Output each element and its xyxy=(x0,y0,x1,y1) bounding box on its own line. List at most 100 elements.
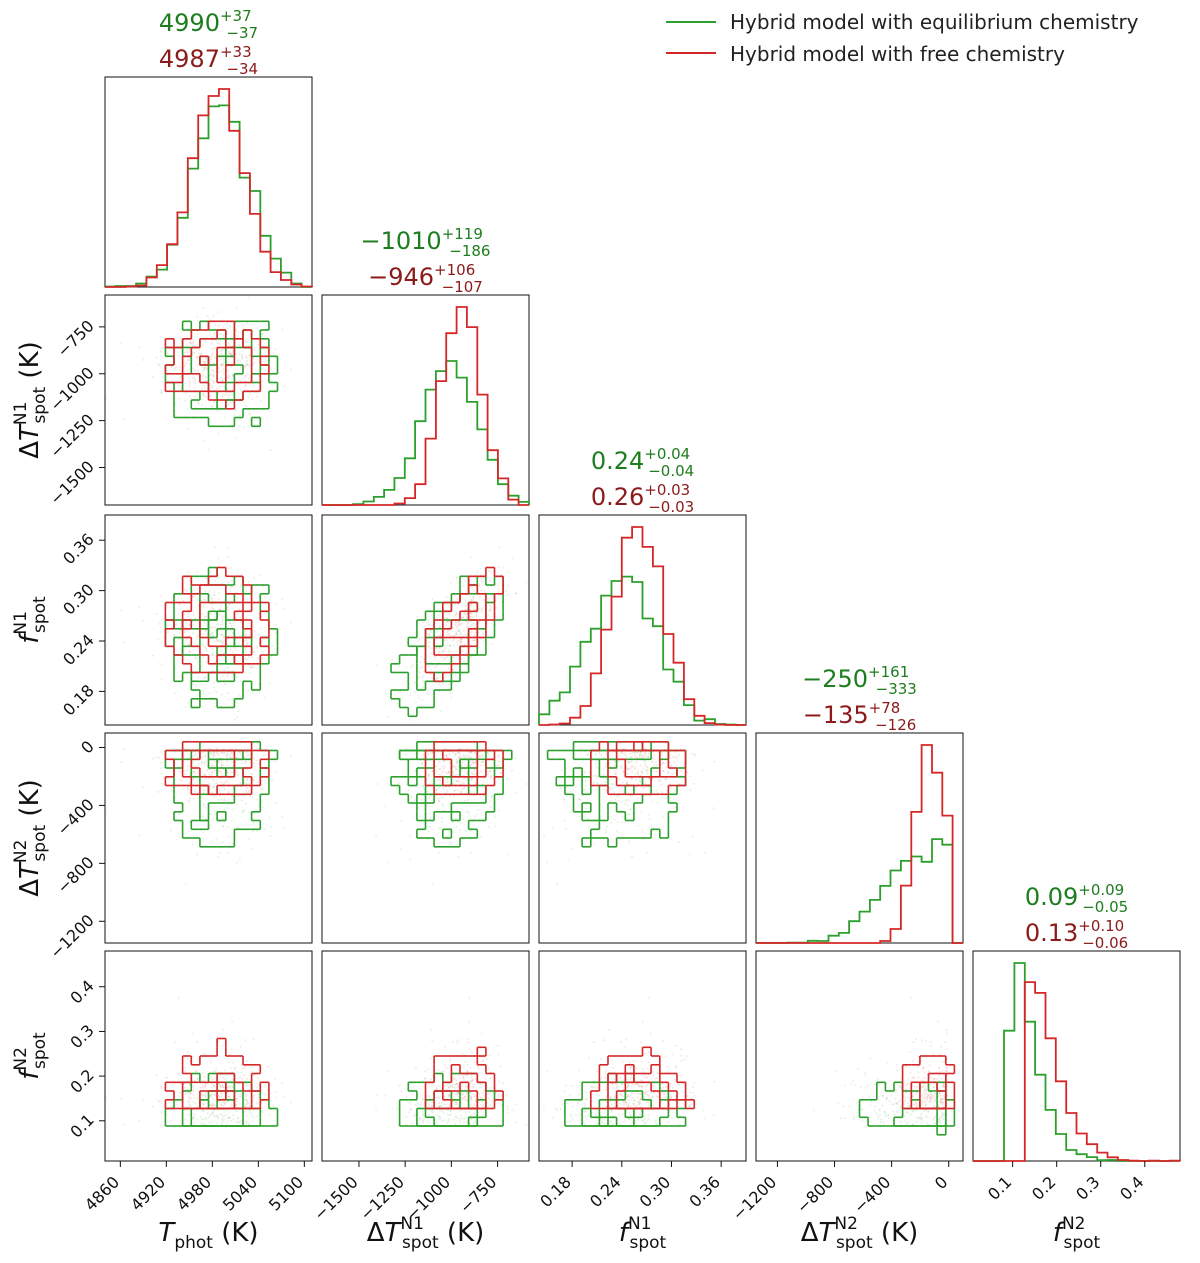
sample-point xyxy=(441,816,444,819)
sample-point xyxy=(270,367,272,370)
sample-point xyxy=(407,1111,410,1114)
sample-point xyxy=(431,618,434,621)
sample-point xyxy=(419,661,422,664)
sample-point xyxy=(225,392,228,394)
sample-point xyxy=(220,649,223,652)
sample-point xyxy=(231,771,234,773)
sample-point xyxy=(200,763,203,766)
sample-point xyxy=(459,821,462,824)
sample-point xyxy=(479,1086,482,1088)
sample-point xyxy=(414,798,417,801)
sample-point xyxy=(422,658,425,660)
sample-point xyxy=(209,784,212,786)
sample-point xyxy=(201,612,203,615)
sample-point xyxy=(200,1122,203,1125)
sample-point xyxy=(192,632,195,635)
sample-point xyxy=(448,648,450,651)
sample-point xyxy=(251,398,254,401)
sample-point xyxy=(474,773,477,776)
sample-point xyxy=(440,1120,443,1123)
sample-point xyxy=(248,1121,251,1124)
sample-point xyxy=(220,1123,223,1126)
sample-point xyxy=(226,322,229,325)
sample-point xyxy=(417,1117,420,1120)
sample-point xyxy=(160,1124,163,1127)
sample-point xyxy=(640,811,643,814)
sample-point xyxy=(169,829,172,832)
sample-point xyxy=(152,654,154,657)
sample-point xyxy=(281,816,284,819)
sample-point xyxy=(448,1114,451,1117)
sample-point xyxy=(227,698,230,701)
sample-point xyxy=(192,1116,195,1119)
sample-point xyxy=(454,621,457,624)
sample-point xyxy=(246,754,249,757)
sample-point xyxy=(244,651,247,654)
sample-point xyxy=(194,684,197,687)
sample-point xyxy=(449,841,452,844)
sample-point xyxy=(187,570,190,573)
sample-point xyxy=(647,752,650,755)
sample-point xyxy=(193,772,196,775)
sample-point xyxy=(202,644,205,647)
sample-point xyxy=(160,767,163,770)
sample-point xyxy=(259,628,262,630)
sample-point xyxy=(227,826,230,828)
sample-point xyxy=(421,666,424,669)
sample-point xyxy=(253,1096,255,1099)
sample-point xyxy=(201,760,204,763)
sample-point xyxy=(439,634,442,637)
sample-point xyxy=(253,348,255,351)
sample-point xyxy=(639,764,642,767)
sample-point xyxy=(240,365,242,368)
sample-point xyxy=(420,1101,423,1104)
sample-point xyxy=(473,626,476,629)
sample-point xyxy=(222,817,225,820)
sample-point xyxy=(449,692,452,695)
sample-point xyxy=(626,772,629,775)
sample-point xyxy=(605,752,607,755)
sample-point xyxy=(458,620,461,623)
sample-point xyxy=(228,634,230,637)
sample-point xyxy=(244,773,247,776)
sample-point xyxy=(274,623,277,626)
sample-point xyxy=(202,392,205,395)
sample-point xyxy=(249,671,251,674)
sample-point xyxy=(470,763,473,766)
sample-point xyxy=(239,379,242,382)
sample-point xyxy=(405,641,408,644)
sample-point xyxy=(183,773,186,776)
sample-point xyxy=(655,764,658,767)
sample-point xyxy=(232,808,234,811)
sample-point xyxy=(178,1095,181,1098)
sample-point xyxy=(200,352,203,355)
diag-panel-fn2: 0.09+0.09 −0.050.13+0.10 −0.06 xyxy=(972,881,1181,1162)
sample-point xyxy=(427,665,430,668)
sample-point xyxy=(271,644,274,647)
sample-point xyxy=(454,674,457,677)
sample-point xyxy=(239,1076,242,1079)
sample-point xyxy=(201,387,204,390)
sample-point xyxy=(670,764,673,767)
sample-point xyxy=(248,1104,251,1107)
sample-point xyxy=(187,768,189,771)
sample-point xyxy=(611,787,614,790)
sample-point xyxy=(211,387,214,389)
sample-point xyxy=(257,633,260,636)
sample-point xyxy=(240,584,243,587)
sample-point xyxy=(474,815,476,818)
sample-point xyxy=(142,619,145,622)
sample-point xyxy=(243,639,246,642)
sample-point xyxy=(253,576,255,579)
sample-point xyxy=(487,772,490,775)
sample-point xyxy=(203,598,206,601)
sample-point xyxy=(482,639,485,642)
sample-point xyxy=(211,335,214,338)
sample-point xyxy=(215,409,218,412)
sample-point xyxy=(460,640,463,643)
sample-point xyxy=(465,830,468,833)
sample-point xyxy=(644,782,646,785)
sample-point xyxy=(427,618,430,621)
sample-point xyxy=(235,715,238,718)
hist-free-dtn2 xyxy=(756,744,963,944)
